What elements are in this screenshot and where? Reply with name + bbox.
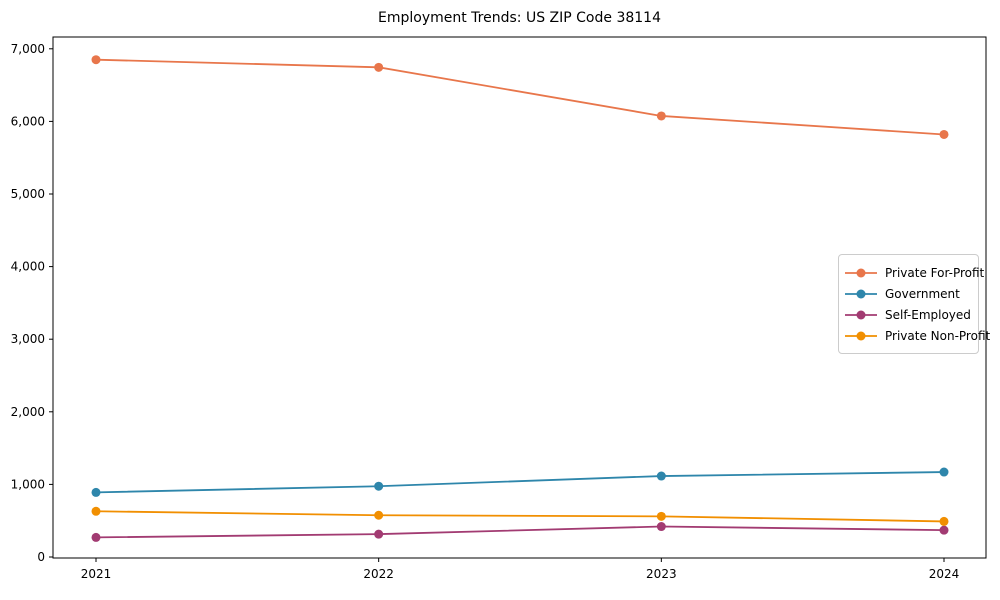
legend-item-self-employed: Self-Employed xyxy=(844,304,971,325)
y-tick-label: 6,000 xyxy=(11,114,45,128)
legend-marker-icon xyxy=(845,268,877,277)
x-tick-label: 2021 xyxy=(81,567,112,581)
legend-marker-icon xyxy=(845,289,877,298)
x-tick-label: 2023 xyxy=(646,567,677,581)
data-point-private-non-profit xyxy=(939,516,949,526)
legend-marker-icon xyxy=(845,310,877,319)
data-point-private-for-profit xyxy=(91,55,101,65)
series-line-private-non-profit xyxy=(95,510,945,523)
x-tick-label: 2022 xyxy=(363,567,394,581)
y-tick-label: 2,000 xyxy=(11,405,45,419)
y-tick-label: 3,000 xyxy=(11,332,45,346)
y-tick-label: 0 xyxy=(37,550,45,564)
data-point-government xyxy=(374,481,384,491)
y-tick-label: 1,000 xyxy=(11,477,45,491)
chart-title: Employment Trends: US ZIP Code 38114 xyxy=(378,10,661,26)
legend-dot xyxy=(856,268,866,277)
data-point-government xyxy=(656,471,666,481)
legend-label: Private Non-Profit xyxy=(885,328,991,343)
legend-dot xyxy=(856,310,866,319)
data-point-self-employed xyxy=(374,529,384,539)
legend-item-government: Government xyxy=(844,283,970,304)
series-line-self-employed xyxy=(95,525,945,539)
legend-label: Self-Employed xyxy=(885,307,971,322)
data-point-private-for-profit xyxy=(374,62,384,72)
data-point-self-employed xyxy=(656,522,666,532)
data-point-government xyxy=(939,467,949,477)
legend-item-private-for-profit: Private For-Profit xyxy=(844,262,984,283)
y-tick-label: 5,000 xyxy=(11,187,45,201)
data-point-self-employed xyxy=(939,525,949,535)
data-point-private-non-profit xyxy=(91,506,101,516)
plot-border xyxy=(52,36,987,559)
legend-dot xyxy=(856,331,866,340)
y-tick-label: 7,000 xyxy=(11,42,45,56)
series-line-government xyxy=(95,471,945,494)
data-point-private-for-profit xyxy=(656,111,666,121)
y-tick-label: 4,000 xyxy=(11,260,45,274)
data-point-private-non-profit xyxy=(374,510,384,520)
legend-dot xyxy=(856,289,866,298)
legend-label: Government xyxy=(885,286,960,301)
legend-marker-icon xyxy=(845,331,877,340)
x-tick-label: 2024 xyxy=(929,567,960,581)
data-point-government xyxy=(91,487,101,497)
series-line-private-for-profit xyxy=(95,58,945,136)
data-point-private-for-profit xyxy=(939,129,949,139)
legend-item-private-non-profit: Private Non-Profit xyxy=(844,325,990,346)
legend: Private For-Profit Government Self-Employe… xyxy=(838,254,990,354)
data-point-private-non-profit xyxy=(656,511,666,521)
legend-label: Private For-Profit xyxy=(885,265,985,280)
data-point-self-employed xyxy=(91,532,101,542)
